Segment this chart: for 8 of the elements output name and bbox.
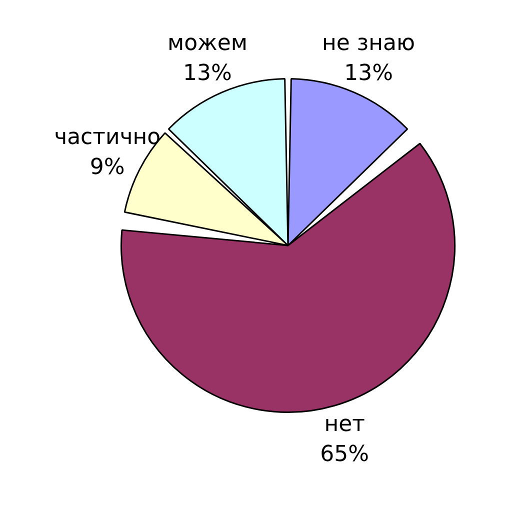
data-label: 13% (183, 61, 232, 86)
slice-label: частично (54, 125, 161, 150)
data-label: 9% (90, 155, 125, 180)
data-label: 13% (344, 61, 393, 86)
slice-label: не знаю (322, 31, 416, 56)
data-label: 65% (320, 442, 370, 467)
slice-label: нет (324, 412, 366, 437)
slice-label: можем (167, 31, 248, 56)
